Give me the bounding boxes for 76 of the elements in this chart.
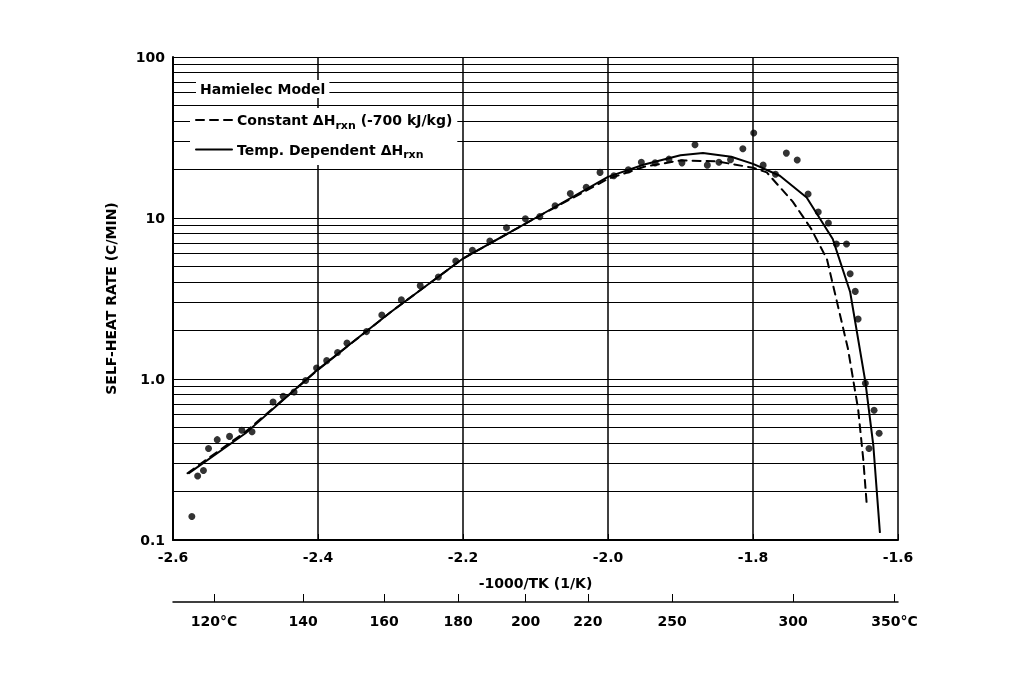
y-tick-label: 0.1 xyxy=(140,532,165,548)
text: 140 xyxy=(288,613,319,629)
point xyxy=(194,472,202,480)
y-tick-label: 100 xyxy=(135,49,166,65)
y-tick-label: 10 xyxy=(145,210,166,226)
point xyxy=(739,145,747,153)
x-tick-label: -2.6 xyxy=(157,549,189,565)
text: 250 xyxy=(657,613,688,629)
point xyxy=(323,357,331,365)
point xyxy=(703,161,711,169)
point xyxy=(861,379,869,387)
point xyxy=(691,141,699,149)
point xyxy=(551,202,559,210)
x-tick-label: -2.4 xyxy=(302,549,334,565)
point xyxy=(624,166,632,174)
point xyxy=(610,172,618,180)
point xyxy=(759,161,767,169)
point xyxy=(248,428,256,436)
text: 160 xyxy=(369,613,400,629)
point xyxy=(188,512,196,520)
text: 120°C xyxy=(190,613,238,629)
x-axis-title: -1000/TK (1/K) xyxy=(478,575,593,591)
point xyxy=(503,224,510,232)
point xyxy=(865,445,873,453)
text: 180 xyxy=(443,613,473,629)
point xyxy=(843,240,851,248)
point xyxy=(416,282,424,290)
x-tick-label: -2.0 xyxy=(592,549,624,565)
point xyxy=(468,246,476,254)
point xyxy=(715,158,723,166)
point xyxy=(665,155,673,163)
point xyxy=(832,240,840,248)
point xyxy=(213,436,221,444)
point xyxy=(302,376,310,384)
point xyxy=(238,426,246,434)
point xyxy=(727,156,735,164)
point xyxy=(205,445,213,453)
text: 300 xyxy=(778,613,808,629)
point xyxy=(199,467,207,475)
point xyxy=(536,213,544,221)
point xyxy=(434,273,442,281)
point xyxy=(566,189,574,197)
point xyxy=(452,257,460,265)
point xyxy=(397,296,405,304)
x-tick-label: -1.6 xyxy=(882,549,914,565)
point xyxy=(875,429,883,437)
x-tick-label: -1.8 xyxy=(737,549,769,565)
point xyxy=(793,156,801,164)
legend-title: Hamielec Model xyxy=(200,81,326,97)
y-tick-label: 1.0 xyxy=(140,371,166,387)
text: 350°C xyxy=(871,613,918,629)
point xyxy=(582,183,590,191)
point xyxy=(378,311,386,319)
point xyxy=(521,215,529,223)
point xyxy=(486,237,494,245)
x-tick-label: -2.2 xyxy=(447,549,479,565)
point xyxy=(870,406,878,414)
point xyxy=(771,170,779,178)
point xyxy=(596,168,604,176)
point xyxy=(334,349,342,357)
point xyxy=(637,158,645,166)
point xyxy=(226,432,234,440)
point xyxy=(846,270,854,278)
point xyxy=(651,159,659,167)
point xyxy=(824,219,832,227)
point xyxy=(782,149,790,157)
point xyxy=(750,129,758,137)
point xyxy=(851,287,859,295)
point xyxy=(279,392,287,400)
point xyxy=(313,364,321,372)
point xyxy=(678,159,686,167)
text: 200 xyxy=(511,613,541,629)
point xyxy=(363,328,371,336)
point xyxy=(814,208,822,216)
text: 220 xyxy=(573,613,603,629)
y-axis-title: SELF-HEAT RATE (C/MIN) xyxy=(103,202,119,395)
